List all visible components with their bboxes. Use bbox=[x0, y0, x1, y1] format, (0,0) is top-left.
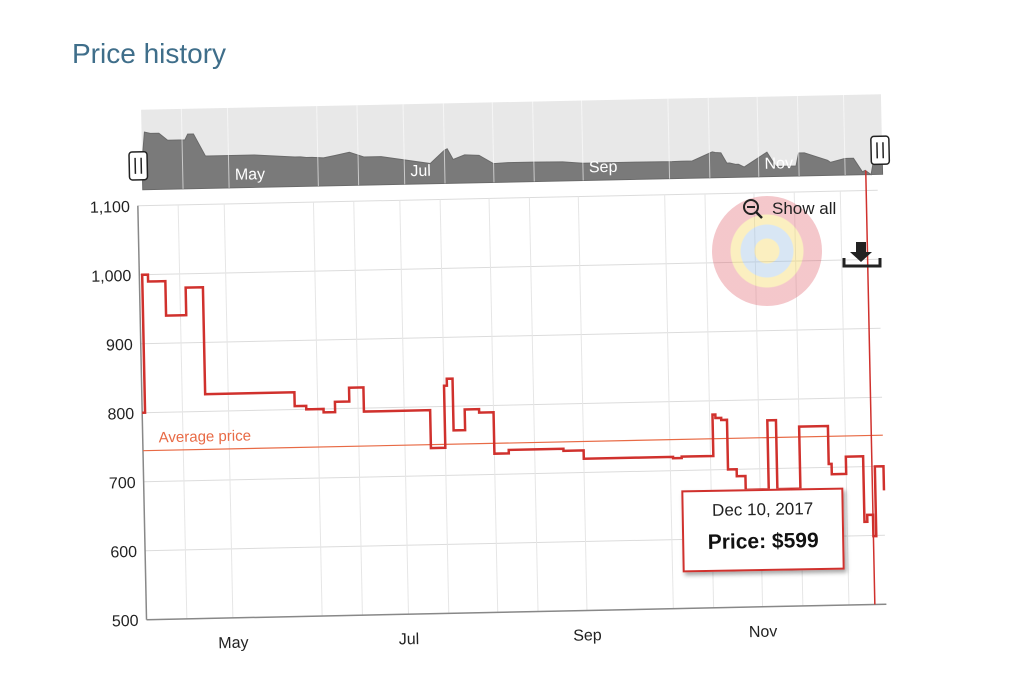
handle-grip[interactable] bbox=[128, 150, 149, 181]
x-gridline bbox=[664, 194, 674, 609]
y-tick-label: 800 bbox=[107, 406, 134, 424]
page-title: Price history bbox=[72, 38, 227, 69]
navigator-handle-right[interactable] bbox=[870, 135, 891, 166]
x-axis bbox=[146, 603, 887, 621]
y-tick-label: 500 bbox=[112, 613, 139, 631]
y-tick-label: 600 bbox=[110, 544, 137, 562]
y-tick-label: 1,100 bbox=[90, 199, 130, 217]
handle-grip[interactable] bbox=[870, 135, 891, 166]
navigator[interactable]: May Jul Sep Nov bbox=[128, 94, 891, 191]
price-series-line bbox=[140, 273, 886, 538]
x-gridline bbox=[353, 201, 363, 616]
hover-crosshair bbox=[865, 170, 876, 605]
navigator-handle-left[interactable] bbox=[128, 150, 149, 181]
navigator-series-area bbox=[141, 131, 884, 191]
navigator-gridline bbox=[402, 104, 406, 185]
average-price-label: Average price bbox=[159, 427, 252, 446]
navigator-tick-label: Sep bbox=[589, 159, 618, 177]
y-tick-label: 1,000 bbox=[91, 268, 131, 286]
y-tick-label: 900 bbox=[106, 337, 133, 355]
tooltip-date: Dec 10, 2017 bbox=[711, 499, 814, 520]
download-icon[interactable] bbox=[842, 240, 882, 270]
y-gridline bbox=[140, 327, 881, 345]
x-gridline bbox=[177, 204, 188, 619]
x-tick-label: Jul bbox=[399, 631, 420, 648]
x-gridline bbox=[399, 200, 409, 615]
navigator-gridline bbox=[356, 105, 360, 186]
y-gridline bbox=[143, 465, 884, 483]
show-all-label: Show all bbox=[772, 199, 837, 218]
zoom-out-icon bbox=[743, 199, 763, 219]
navigator-tick-label: Jul bbox=[410, 163, 431, 180]
navigator-gridline bbox=[180, 108, 184, 189]
x-tick-label: Sep bbox=[573, 627, 602, 645]
x-gridline bbox=[488, 198, 499, 613]
price-tooltip: Dec 10, 2017 Price: $599 bbox=[681, 487, 845, 573]
navigator-gridline bbox=[316, 106, 319, 187]
navigator-gridline bbox=[491, 102, 495, 183]
navigator-gridline bbox=[581, 100, 584, 181]
navigator-gridline bbox=[532, 101, 535, 182]
navigator-gridline bbox=[226, 107, 230, 188]
plot-area: 500 600 700 800 900 1,000 1,100 May Jul Sep Nov Ave… bbox=[90, 170, 887, 653]
x-gridline bbox=[223, 203, 234, 618]
navigator-tick-label: Nov bbox=[764, 155, 793, 173]
x-gridline bbox=[577, 196, 588, 611]
x-gridline bbox=[839, 191, 850, 605]
navigator-gridline bbox=[707, 97, 711, 178]
navigator-gridline bbox=[667, 98, 671, 179]
show-all-button[interactable]: Show all bbox=[742, 198, 836, 220]
tooltip-price: Price: $599 bbox=[707, 529, 819, 554]
y-tick-label: 700 bbox=[109, 475, 136, 493]
navigator-gridline bbox=[442, 103, 446, 184]
navigator-gridline bbox=[796, 96, 800, 177]
average-price-line bbox=[142, 434, 883, 452]
navigator-gridline bbox=[756, 96, 760, 177]
x-gridline bbox=[528, 197, 539, 612]
navigator-tick-label: May bbox=[235, 166, 266, 184]
watermark-logo bbox=[712, 196, 822, 306]
x-tick-label: May bbox=[218, 635, 249, 653]
navigator-gridline bbox=[842, 95, 846, 176]
x-tick-label: Nov bbox=[749, 623, 778, 641]
y-gridline bbox=[142, 396, 883, 414]
